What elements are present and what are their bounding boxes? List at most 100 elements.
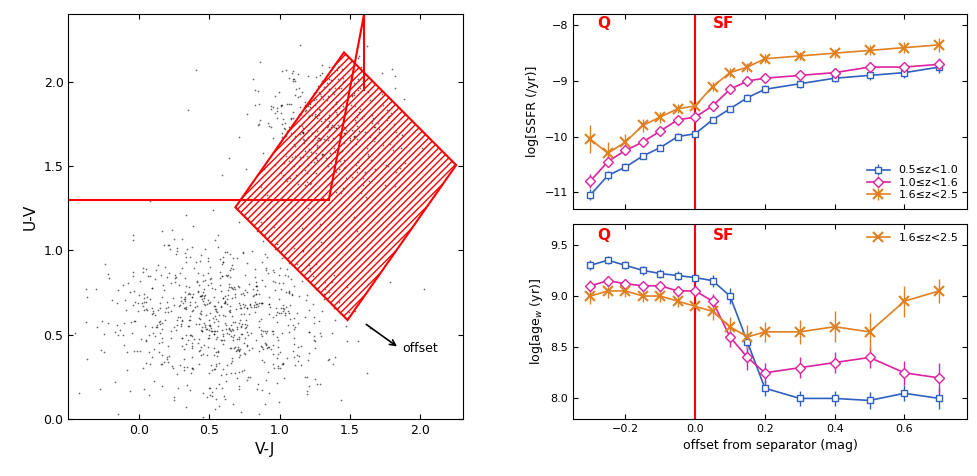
Point (209, 352, 225, 360)
Point (269, 104, 284, 111)
Point (203, 361, 219, 368)
Point (298, 136, 314, 143)
Point (129, 347, 145, 355)
Point (299, 153, 315, 160)
Point (185, 243, 200, 250)
Point (289, 309, 305, 317)
Point (352, 105, 367, 112)
Point (225, 285, 240, 292)
Point (276, 271, 292, 278)
Point (397, 95, 412, 103)
Point (328, 124, 344, 131)
Point (174, 317, 190, 325)
Point (144, 310, 159, 318)
Point (226, 333, 241, 341)
Point (211, 380, 227, 387)
Point (242, 374, 258, 381)
Point (266, 350, 281, 357)
Point (306, 333, 321, 340)
Point (361, 325, 377, 332)
Point (170, 313, 186, 320)
Point (185, 332, 200, 339)
Point (315, 61, 330, 69)
Point (214, 171, 230, 178)
Point (136, 302, 151, 309)
Point (125, 237, 141, 244)
Point (257, 358, 273, 366)
Point (115, 281, 131, 289)
Point (274, 195, 289, 202)
Point (377, 181, 393, 188)
Point (235, 291, 251, 298)
Point (182, 289, 197, 297)
Point (256, 238, 272, 245)
Point (321, 113, 337, 120)
Point (248, 278, 264, 286)
Point (240, 374, 256, 381)
Point (309, 260, 324, 268)
Point (331, 298, 347, 306)
Point (120, 279, 136, 287)
Point (156, 241, 172, 249)
Point (321, 125, 337, 133)
Point (326, 144, 342, 152)
Point (269, 354, 284, 361)
Point (320, 191, 336, 198)
Point (238, 323, 254, 331)
Point (324, 121, 340, 129)
Point (344, 92, 360, 99)
Point (191, 314, 207, 322)
Point (207, 366, 223, 373)
Point (276, 171, 291, 179)
Point (218, 371, 234, 378)
Point (309, 73, 324, 80)
Point (298, 98, 314, 105)
Y-axis label: log[age$_w$ (yr)]: log[age$_w$ (yr)] (528, 278, 545, 365)
Point (216, 365, 232, 373)
Point (259, 341, 275, 349)
Point (351, 76, 366, 83)
Point (136, 294, 151, 302)
Point (335, 112, 351, 119)
Point (350, 87, 365, 94)
Point (330, 76, 346, 83)
Point (320, 114, 336, 121)
Point (374, 90, 390, 98)
Point (333, 84, 349, 92)
Point (148, 323, 163, 330)
Point (171, 384, 187, 392)
Point (250, 88, 266, 95)
Point (131, 307, 147, 315)
Point (261, 119, 276, 127)
Point (271, 309, 286, 317)
Point (337, 165, 353, 172)
Point (213, 288, 229, 295)
Point (141, 331, 156, 338)
Point (224, 355, 239, 362)
Point (375, 141, 391, 149)
Point (241, 280, 257, 288)
Point (333, 128, 349, 136)
Point (200, 281, 216, 289)
Point (201, 321, 217, 328)
Point (295, 124, 311, 131)
Point (105, 296, 120, 304)
Point (149, 321, 164, 329)
Point (258, 266, 274, 274)
Point (188, 298, 203, 306)
Point (275, 280, 290, 288)
Point (336, 156, 352, 164)
Point (346, 132, 361, 140)
Point (183, 317, 198, 324)
Point (230, 343, 245, 351)
Point (222, 344, 237, 351)
Point (302, 103, 318, 111)
Point (235, 340, 251, 347)
Point (309, 380, 324, 388)
Point (281, 328, 297, 336)
Point (232, 353, 247, 360)
Point (239, 341, 255, 348)
Point (174, 236, 190, 243)
Point (223, 327, 238, 335)
Point (333, 160, 349, 168)
